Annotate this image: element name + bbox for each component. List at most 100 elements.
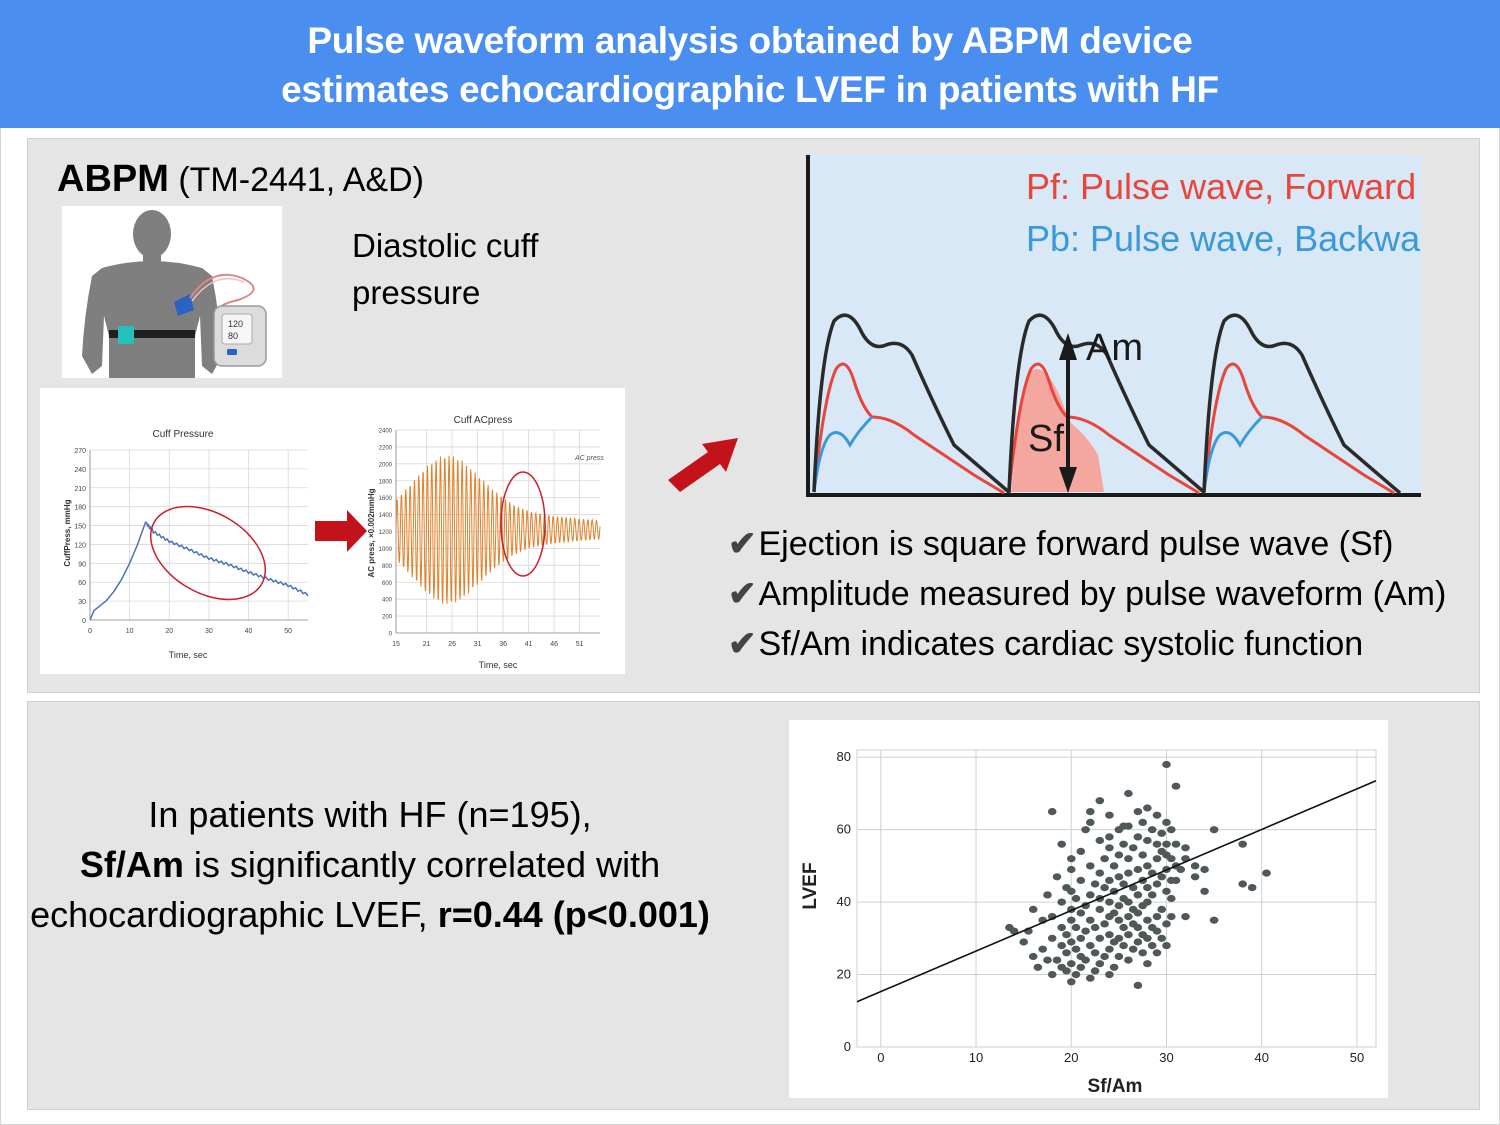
data-point bbox=[1133, 981, 1143, 989]
summary-correlation: r=0.44 (p<0.001) bbox=[437, 894, 710, 935]
ac-chart-x-ticks: 15 21 26 31 36 41 46 51 bbox=[392, 641, 583, 648]
data-point bbox=[1100, 884, 1109, 892]
data-point bbox=[1086, 891, 1095, 899]
plot-border bbox=[856, 749, 1377, 1048]
x-tick-label: 10 bbox=[969, 1050, 983, 1065]
x-tick-label: 20 bbox=[165, 628, 173, 635]
data-point bbox=[1090, 967, 1100, 975]
data-point bbox=[1162, 818, 1171, 826]
cuff-chart-ylabel: CuffPress, mmHg bbox=[63, 499, 72, 566]
data-point bbox=[1057, 898, 1066, 906]
bullet-item-2: ✔Amplitude measured by pulse waveform (A… bbox=[728, 574, 1446, 614]
y-tick-label: 20 bbox=[837, 967, 851, 982]
data-point bbox=[1086, 808, 1095, 816]
x-tick-label: 51 bbox=[576, 641, 584, 648]
data-point bbox=[1076, 963, 1086, 971]
data-point bbox=[1152, 913, 1162, 921]
x-tick-label: 46 bbox=[550, 641, 558, 648]
data-point bbox=[1152, 840, 1162, 848]
cuff-chart-xlabel: Time, sec bbox=[169, 650, 208, 660]
x-tick-label: 30 bbox=[205, 628, 213, 635]
data-point bbox=[1076, 934, 1086, 942]
legend-backward: Pb: Pulse wave, Backward bbox=[1026, 218, 1421, 259]
data-point bbox=[1133, 909, 1143, 917]
data-point bbox=[1076, 876, 1086, 884]
y-tick-label: 2000 bbox=[379, 462, 393, 468]
am-arrow-head-down bbox=[1059, 467, 1077, 493]
data-point bbox=[1133, 833, 1143, 841]
data-point bbox=[1124, 869, 1133, 877]
data-point bbox=[1090, 880, 1100, 888]
data-point bbox=[1095, 934, 1105, 942]
data-point bbox=[1105, 811, 1114, 819]
summary-text: In patients with HF (n=195), Sf/Am is si… bbox=[30, 790, 710, 940]
x-tick-label: 50 bbox=[284, 628, 292, 635]
data-point bbox=[1209, 826, 1219, 834]
scatter-grid bbox=[856, 749, 1377, 1048]
total-wave-3 bbox=[1202, 313, 1402, 495]
data-point bbox=[1143, 916, 1152, 924]
data-point bbox=[1128, 844, 1138, 852]
data-point bbox=[1095, 905, 1105, 913]
data-point bbox=[1124, 898, 1133, 906]
data-point bbox=[1105, 898, 1114, 906]
data-point bbox=[1262, 869, 1271, 877]
data-point bbox=[1095, 960, 1105, 968]
data-point bbox=[1133, 808, 1143, 816]
data-point bbox=[1067, 887, 1076, 895]
data-point bbox=[1043, 891, 1052, 899]
data-point bbox=[1143, 898, 1152, 906]
summary-line-2-text: is significantly correlated with bbox=[183, 844, 661, 885]
data-point bbox=[1119, 840, 1128, 848]
data-point bbox=[1028, 952, 1038, 961]
data-point bbox=[1028, 905, 1038, 913]
data-point bbox=[1071, 945, 1081, 953]
data-point bbox=[1086, 862, 1095, 870]
diastolic-region-ellipse bbox=[149, 505, 267, 601]
data-point bbox=[1114, 902, 1124, 910]
y-tick-label: 2200 bbox=[379, 445, 393, 451]
data-point bbox=[1114, 851, 1124, 859]
x-tick-label: 21 bbox=[423, 641, 431, 648]
summary-sfam: Sf/Am bbox=[79, 844, 184, 885]
data-point bbox=[1038, 945, 1047, 953]
data-point bbox=[1009, 927, 1019, 935]
scatter-svg: 0 10 20 30 40 50 0 20 40 60 80 Sf/Am LVEF bbox=[800, 749, 1377, 1097]
data-point bbox=[1124, 789, 1133, 798]
data-point bbox=[1081, 826, 1090, 834]
summary-line-1: In patients with HF (n=195), bbox=[148, 794, 592, 835]
data-point bbox=[1019, 938, 1028, 946]
y-tick-label: 1000 bbox=[379, 547, 393, 553]
data-point bbox=[1143, 934, 1152, 942]
cuff-chart-y-ticks: 0 30 60 90 120 150 180 210 240 270 bbox=[74, 448, 86, 625]
data-point bbox=[1124, 956, 1133, 964]
data-point bbox=[1105, 945, 1114, 953]
data-point bbox=[1071, 923, 1081, 932]
data-point bbox=[1152, 855, 1162, 863]
backward-wave-1 bbox=[812, 415, 874, 493]
y-tick-label: 600 bbox=[382, 581, 393, 587]
data-point bbox=[1109, 909, 1119, 917]
scatter-points bbox=[1005, 760, 1271, 989]
data-point bbox=[1176, 865, 1186, 874]
waveform-cycles bbox=[812, 313, 1402, 495]
data-point bbox=[1119, 880, 1128, 888]
y-tick-label: 400 bbox=[382, 598, 393, 604]
data-point bbox=[1152, 880, 1162, 888]
cuff-pressure-line bbox=[89, 521, 309, 621]
data-point bbox=[1171, 840, 1181, 848]
total-wave-2 bbox=[1007, 313, 1207, 495]
data-point bbox=[1152, 811, 1162, 819]
arrow-up-right-icon bbox=[668, 438, 738, 492]
data-point bbox=[1152, 949, 1162, 957]
bullet-text: Ejection is square forward pulse wave (S… bbox=[758, 525, 1394, 563]
data-point bbox=[1147, 826, 1157, 834]
x-tick-label: 20 bbox=[1064, 1050, 1078, 1065]
cuff-chart-x-ticks: 0 10 20 30 40 50 bbox=[88, 628, 292, 635]
data-point bbox=[1162, 840, 1171, 848]
cuff-pressure-graphs: Cuff Pressure 0 30 60 90 120 150 180 210 240 270 … bbox=[40, 388, 625, 674]
forward-wave-3 bbox=[1202, 362, 1395, 495]
y-tick-label: 270 bbox=[74, 448, 86, 455]
label-sf: Sf bbox=[1028, 418, 1064, 460]
data-point bbox=[1152, 927, 1162, 935]
